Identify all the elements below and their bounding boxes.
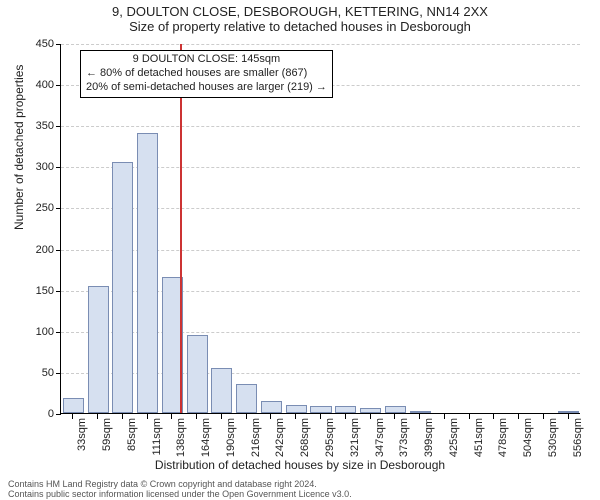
x-axis-label: Distribution of detached houses by size … <box>0 458 600 472</box>
y-tick-label: 350 <box>20 120 54 132</box>
x-tick-mark <box>320 414 321 419</box>
x-tick-label: 216sqm <box>250 418 262 457</box>
title-block: 9, DOULTON CLOSE, DESBOROUGH, KETTERING,… <box>0 0 600 34</box>
histogram-bar <box>410 411 431 413</box>
x-tick-mark <box>221 414 222 419</box>
grid-line <box>61 44 580 45</box>
histogram-bar <box>236 384 257 413</box>
x-tick-mark <box>270 414 271 419</box>
histogram-bar <box>558 411 579 413</box>
x-tick-label: 373sqm <box>398 418 410 457</box>
x-tick-label: 138sqm <box>175 418 187 457</box>
x-tick-mark <box>122 414 123 419</box>
x-tick-label: 268sqm <box>299 418 311 457</box>
x-tick-label: 556sqm <box>572 418 584 457</box>
y-tick-mark <box>56 332 61 333</box>
annotation-line-2: ← 80% of detached houses are smaller (86… <box>86 67 327 81</box>
y-tick-mark <box>56 208 61 209</box>
x-tick-label: 451sqm <box>473 418 485 457</box>
y-tick-label: 450 <box>20 38 54 50</box>
y-tick-mark <box>56 414 61 415</box>
footer-attribution: Contains HM Land Registry data © Crown c… <box>8 480 352 500</box>
x-tick-mark <box>394 414 395 419</box>
x-tick-mark <box>469 414 470 419</box>
y-tick-mark <box>56 44 61 45</box>
y-tick-mark <box>56 167 61 168</box>
chart-area: 9 DOULTON CLOSE: 145sqm ← 80% of detache… <box>60 44 580 414</box>
x-tick-label: 59sqm <box>101 418 113 451</box>
histogram-bar <box>137 133 158 413</box>
x-tick-mark <box>345 414 346 419</box>
y-tick-label: 300 <box>20 161 54 173</box>
x-tick-mark <box>246 414 247 419</box>
footer-line-2: Contains public sector information licen… <box>8 490 352 500</box>
y-tick-label: 250 <box>20 202 54 214</box>
grid-line <box>61 126 580 127</box>
x-tick-mark <box>295 414 296 419</box>
x-tick-mark <box>171 414 172 419</box>
histogram-bar <box>360 408 381 413</box>
histogram-bar <box>261 401 282 413</box>
y-tick-mark <box>56 126 61 127</box>
marker-annotation: 9 DOULTON CLOSE: 145sqm ← 80% of detache… <box>80 50 333 98</box>
x-tick-label: 295sqm <box>324 418 336 457</box>
x-tick-mark <box>518 414 519 419</box>
y-tick-label: 200 <box>20 244 54 256</box>
y-tick-mark <box>56 250 61 251</box>
x-tick-mark <box>493 414 494 419</box>
x-tick-mark <box>196 414 197 419</box>
x-tick-mark <box>370 414 371 419</box>
x-tick-mark <box>419 414 420 419</box>
y-tick-mark <box>56 291 61 292</box>
y-tick-label: 50 <box>20 367 54 379</box>
histogram-bar <box>286 405 307 413</box>
y-tick-mark <box>56 373 61 374</box>
x-tick-label: 242sqm <box>274 418 286 457</box>
x-tick-mark <box>444 414 445 419</box>
x-tick-mark <box>72 414 73 419</box>
histogram-bar <box>310 406 331 413</box>
x-tick-label: 530sqm <box>547 418 559 457</box>
histogram-bar <box>112 162 133 413</box>
y-tick-label: 100 <box>20 326 54 338</box>
x-tick-label: 164sqm <box>200 418 212 457</box>
x-tick-mark <box>543 414 544 419</box>
x-tick-label: 399sqm <box>423 418 435 457</box>
x-tick-label: 190sqm <box>225 418 237 457</box>
x-tick-mark <box>147 414 148 419</box>
title-address: 9, DOULTON CLOSE, DESBOROUGH, KETTERING,… <box>0 4 600 19</box>
y-tick-label: 0 <box>20 408 54 420</box>
histogram-bar <box>335 406 356 413</box>
x-tick-label: 321sqm <box>349 418 361 457</box>
annotation-line-3: 20% of semi-detached houses are larger (… <box>86 81 327 95</box>
x-tick-label: 478sqm <box>497 418 509 457</box>
marker-line <box>180 44 182 413</box>
histogram-bar <box>385 406 406 413</box>
x-tick-mark <box>568 414 569 419</box>
x-tick-label: 504sqm <box>522 418 534 457</box>
annotation-line-1: 9 DOULTON CLOSE: 145sqm <box>86 53 327 67</box>
chart-root: 9, DOULTON CLOSE, DESBOROUGH, KETTERING,… <box>0 0 600 500</box>
x-tick-mark <box>97 414 98 419</box>
title-subtitle: Size of property relative to detached ho… <box>0 19 600 34</box>
x-tick-label: 425sqm <box>448 418 460 457</box>
x-tick-label: 33sqm <box>76 418 88 451</box>
y-tick-mark <box>56 85 61 86</box>
x-tick-label: 347sqm <box>374 418 386 457</box>
histogram-bar <box>187 335 208 413</box>
y-tick-label: 150 <box>20 285 54 297</box>
y-tick-label: 400 <box>20 79 54 91</box>
histogram-bar <box>63 398 84 413</box>
histogram-bar <box>88 286 109 413</box>
histogram-bar <box>211 368 232 413</box>
plot-area <box>60 44 580 414</box>
x-tick-label: 111sqm <box>151 418 163 456</box>
x-tick-label: 85sqm <box>126 418 138 451</box>
